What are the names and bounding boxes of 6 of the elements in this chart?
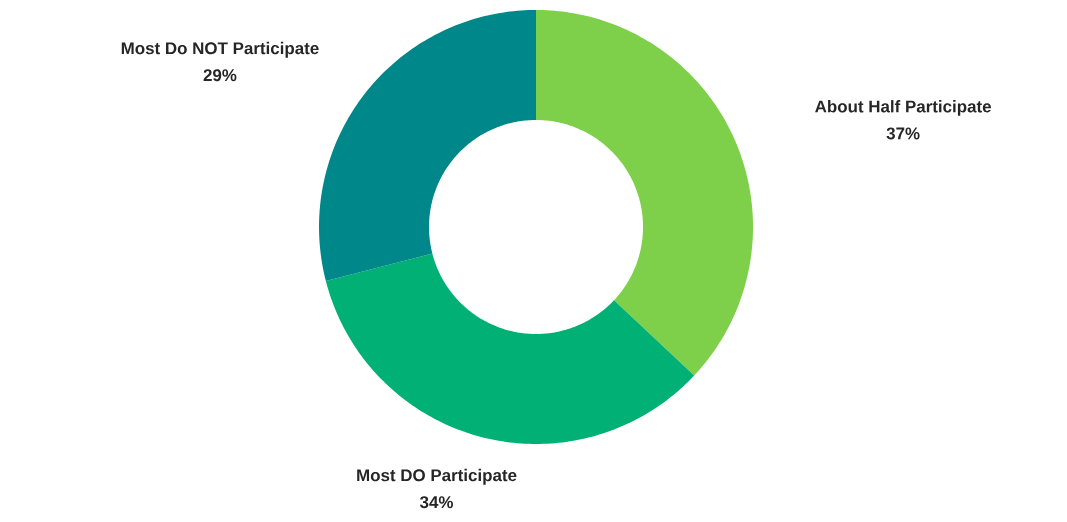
slice-label: Most Do NOT Participate: [121, 41, 319, 58]
data-label: 34%: [419, 496, 454, 509]
data-label: 29%: [203, 69, 237, 82]
data-label: 37%: [886, 127, 920, 140]
slice-label: About Half Participate: [815, 100, 991, 116]
slice-label: Most DO Participate: [357, 468, 517, 485]
